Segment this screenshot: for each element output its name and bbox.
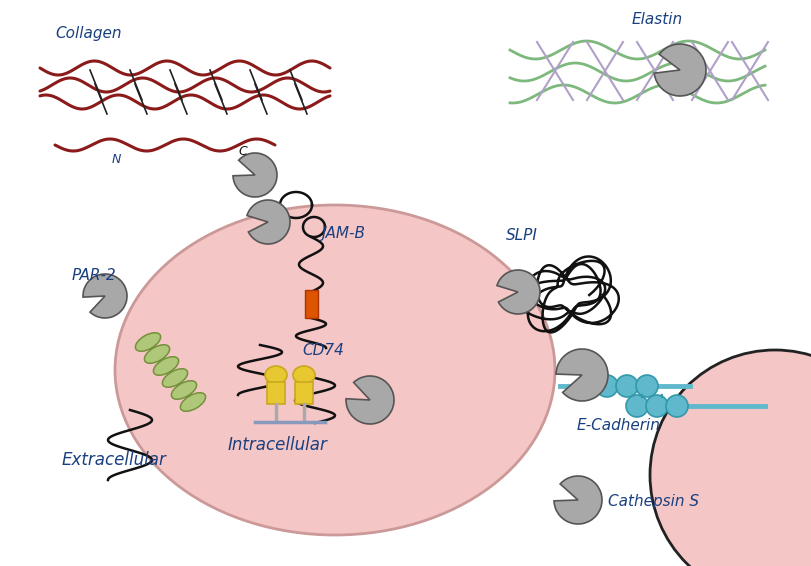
Ellipse shape <box>162 368 187 387</box>
Ellipse shape <box>293 366 315 384</box>
Circle shape <box>649 350 811 566</box>
Wedge shape <box>654 44 705 96</box>
Text: Elastin: Elastin <box>631 12 682 27</box>
Circle shape <box>635 375 657 397</box>
Circle shape <box>595 375 617 397</box>
Ellipse shape <box>264 366 286 384</box>
Wedge shape <box>345 376 393 424</box>
Text: PAR-2: PAR-2 <box>72 268 117 283</box>
Text: JAM-B: JAM-B <box>322 226 366 241</box>
Text: E-Cadherin: E-Cadherin <box>577 418 660 433</box>
Circle shape <box>665 395 687 417</box>
Wedge shape <box>233 153 277 197</box>
Text: Cathepsin S: Cathepsin S <box>607 494 698 509</box>
Ellipse shape <box>135 333 161 351</box>
Text: CD74: CD74 <box>302 343 343 358</box>
Text: Intracellular: Intracellular <box>228 436 328 454</box>
Wedge shape <box>247 200 290 244</box>
Ellipse shape <box>115 205 554 535</box>
Bar <box>294 382 312 404</box>
Ellipse shape <box>153 357 178 375</box>
Wedge shape <box>496 270 539 314</box>
Wedge shape <box>553 476 601 524</box>
Bar <box>267 382 285 404</box>
Circle shape <box>646 395 667 417</box>
Text: Collagen: Collagen <box>55 26 122 41</box>
Text: Extracellular: Extracellular <box>62 451 167 469</box>
Bar <box>305 290 318 318</box>
Circle shape <box>616 375 637 397</box>
Ellipse shape <box>171 381 196 399</box>
Text: SLPI: SLPI <box>505 228 537 243</box>
Ellipse shape <box>144 345 169 363</box>
Circle shape <box>625 395 647 417</box>
Text: N: N <box>112 153 121 166</box>
Wedge shape <box>83 274 127 318</box>
Text: C: C <box>238 145 247 158</box>
Wedge shape <box>556 349 607 401</box>
Ellipse shape <box>180 393 205 411</box>
